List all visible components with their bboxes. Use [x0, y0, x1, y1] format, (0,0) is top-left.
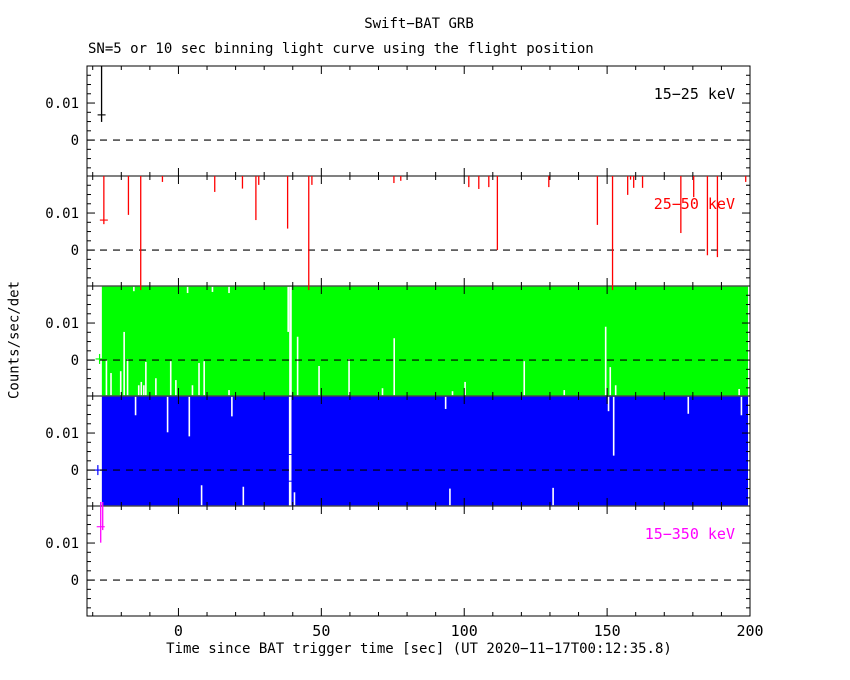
y-tick-label-panel-1: 0.01	[45, 206, 79, 222]
panel-fill-block-2	[101, 286, 748, 396]
x-tick-label-150: 150	[594, 622, 621, 640]
band-label-15-25-kev: 15−25 keV	[654, 85, 735, 103]
panel-fill-block-3	[101, 396, 748, 506]
x-tick-label-0: 0	[174, 622, 183, 640]
y-tick-label-panel-2: 0.01	[45, 316, 79, 332]
x-tick-label-200: 200	[736, 622, 763, 640]
chart-title: Swift−BAT GRB	[364, 16, 474, 32]
panel-frame-4	[86, 505, 751, 617]
column-outline-box	[287, 454, 294, 482]
band-label-15-350-kev: 15−350 keV	[645, 525, 735, 543]
y-tick-label-panel-3: 0	[71, 463, 79, 479]
y-tick-label-panel-0: 0	[71, 133, 79, 149]
x-axis-label: Time since BAT trigger time [sec] (UT 20…	[166, 641, 672, 657]
y-tick-label-panel-2: 0	[71, 353, 79, 369]
x-tick-label-50: 50	[312, 622, 330, 640]
band-label-25-50-kev: 25−50 keV	[654, 195, 735, 213]
panel-frame-0	[86, 65, 751, 177]
y-tick-label-panel-3: 0.01	[45, 426, 79, 442]
y-tick-label-panel-4: 0.01	[45, 536, 79, 552]
y-tick-label-panel-4: 0	[71, 573, 79, 589]
y-tick-label-panel-0: 0.01	[45, 96, 79, 112]
y-tick-label-panel-1: 0	[71, 243, 79, 259]
x-tick-label-100: 100	[451, 622, 478, 640]
panel-frame-1	[86, 175, 751, 287]
chart-subtitle: SN=5 or 10 sec binning light curve using…	[88, 41, 594, 57]
